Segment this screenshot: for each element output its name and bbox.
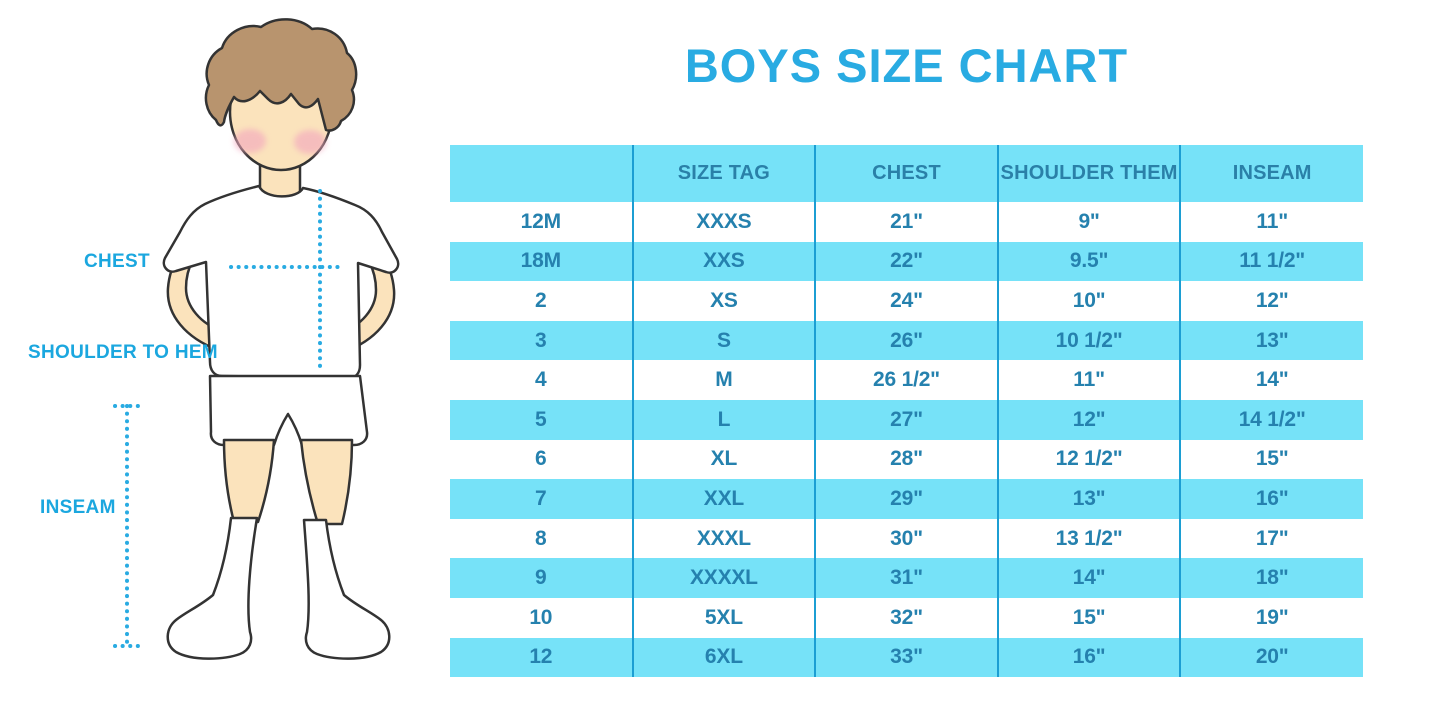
table-row: 12 6XL 33" 16" 20" [450, 637, 1363, 678]
table-cell: 12M [450, 202, 633, 242]
boy-illustration [113, 18, 400, 660]
table-cell: 21" [814, 202, 998, 242]
table-cell: XXXXL [631, 558, 816, 598]
table-cell: 9" [996, 202, 1181, 242]
table-cell: 13 1/2" [996, 518, 1181, 559]
table-cell: 14" [1179, 360, 1363, 400]
table-cell: 10" [996, 281, 1181, 321]
boy-right-leg [299, 438, 354, 526]
table-row: 12M XXXS 21" 9" 11" [450, 202, 1363, 242]
table-cell: 13" [996, 479, 1181, 519]
table-cell: 17" [1179, 518, 1363, 559]
table-row: 7 XXL 29" 13" 16" [450, 479, 1363, 519]
table-cell: 27" [814, 399, 998, 440]
table-cell: 14 1/2" [1179, 399, 1363, 440]
table-cell: 29" [814, 479, 998, 519]
table-cell: 33" [814, 637, 998, 678]
table-cell: 13" [1179, 320, 1363, 361]
table-row: 4 M 26 1/2" 11" 14" [450, 360, 1363, 400]
inseam-measure-line [113, 404, 143, 648]
table-cell: 11" [1179, 202, 1363, 242]
table-row: 18M XXS 22" 9.5" 11 1/2" [450, 241, 1363, 282]
table-cell: L [631, 399, 816, 440]
table-cell: 6XL [631, 637, 816, 678]
table-cell: 24" [814, 281, 998, 321]
size-table-head-row: SIZE TAG CHEST SHOULDER THEM INSEAM [450, 145, 1363, 202]
table-cell: 10 [450, 597, 633, 638]
table-cell: XL [631, 439, 816, 480]
table-cell: 16" [1179, 479, 1363, 519]
table-row: 9 XXXXL 31" 14" 18" [450, 558, 1363, 598]
table-cell: 18" [1179, 558, 1363, 598]
table-cell: S [631, 320, 816, 361]
boy-left-leg [222, 438, 276, 524]
table-row: 8 XXXL 30" 13 1/2" 17" [450, 518, 1363, 559]
column-header: CHEST [814, 145, 998, 202]
column-header [450, 145, 633, 202]
table-cell: 26 1/2" [814, 360, 998, 400]
boy-left-sock [166, 516, 259, 660]
table-cell: 18M [450, 241, 633, 282]
chest-label: CHEST [84, 251, 150, 272]
table-cell: 11 1/2" [1179, 241, 1363, 282]
table-cell: 20" [1179, 637, 1363, 678]
column-header: SIZE TAG [631, 145, 816, 202]
table-cell: 12" [1179, 281, 1363, 321]
table-row: 3 S 26" 10 1/2" 13" [450, 320, 1363, 361]
table-cell: 7 [450, 479, 633, 519]
boy-shorts [208, 374, 369, 447]
column-header: INSEAM [1179, 145, 1363, 202]
table-cell: 32" [814, 597, 998, 638]
table-cell: 8 [450, 518, 633, 559]
shoulder-to-hem-label: SHOULDER TO HEM [28, 342, 218, 363]
boy-right-sock [302, 518, 391, 660]
table-row: 2 XS 24" 10" 12" [450, 281, 1363, 321]
table-cell: M [631, 360, 816, 400]
table-cell: 12 [450, 637, 633, 678]
table-cell: XXL [631, 479, 816, 519]
table-cell: 5 [450, 399, 633, 440]
size-table: SIZE TAG CHEST SHOULDER THEM INSEAM 12M XXXS… [450, 145, 1363, 678]
table-cell: 2 [450, 281, 633, 321]
table-cell: 30" [814, 518, 998, 559]
table-cell: 6 [450, 439, 633, 480]
table-cell: 28" [814, 439, 998, 480]
table-cell: 14" [996, 558, 1181, 598]
table-cell: 22" [814, 241, 998, 282]
table-row: 5 L 27" 12" 14 1/2" [450, 399, 1363, 440]
table-cell: 3 [450, 320, 633, 361]
table-cell: 12 1/2" [996, 439, 1181, 480]
table-cell: 26" [814, 320, 998, 361]
table-cell: 4 [450, 360, 633, 400]
boy-cheeks [234, 129, 326, 154]
table-cell: 31" [814, 558, 998, 598]
inseam-label: INSEAM [40, 497, 116, 518]
size-table-head: SIZE TAG CHEST SHOULDER THEM INSEAM [450, 145, 1363, 202]
table-cell: 19" [1179, 597, 1363, 638]
table-cell: 11" [996, 360, 1181, 400]
table-cell: 9 [450, 558, 633, 598]
table-cell: 5XL [631, 597, 816, 638]
size-table-body: 12M XXXS 21" 9" 11" 18M XXS 22" 9.5" 11 1/2" 2 XS 24… [450, 202, 1363, 678]
column-header: SHOULDER THEM [996, 145, 1181, 202]
table-cell: 9.5" [996, 241, 1181, 282]
table-cell: XXXL [631, 518, 816, 559]
table-cell: 16" [996, 637, 1181, 678]
table-cell: XS [631, 281, 816, 321]
table-cell: 10 1/2" [996, 320, 1181, 361]
table-cell: 15" [1179, 439, 1363, 480]
page-title: BOYS SIZE CHART [684, 39, 1129, 92]
table-row: 6 XL 28" 12 1/2" 15" [450, 439, 1363, 480]
table-cell: XXS [631, 241, 816, 282]
table-cell: 15" [996, 597, 1181, 638]
table-cell: 12" [996, 399, 1181, 440]
table-row: 10 5XL 32" 15" 19" [450, 597, 1363, 638]
table-cell: XXXS [631, 202, 816, 242]
boy-hair [204, 18, 358, 132]
